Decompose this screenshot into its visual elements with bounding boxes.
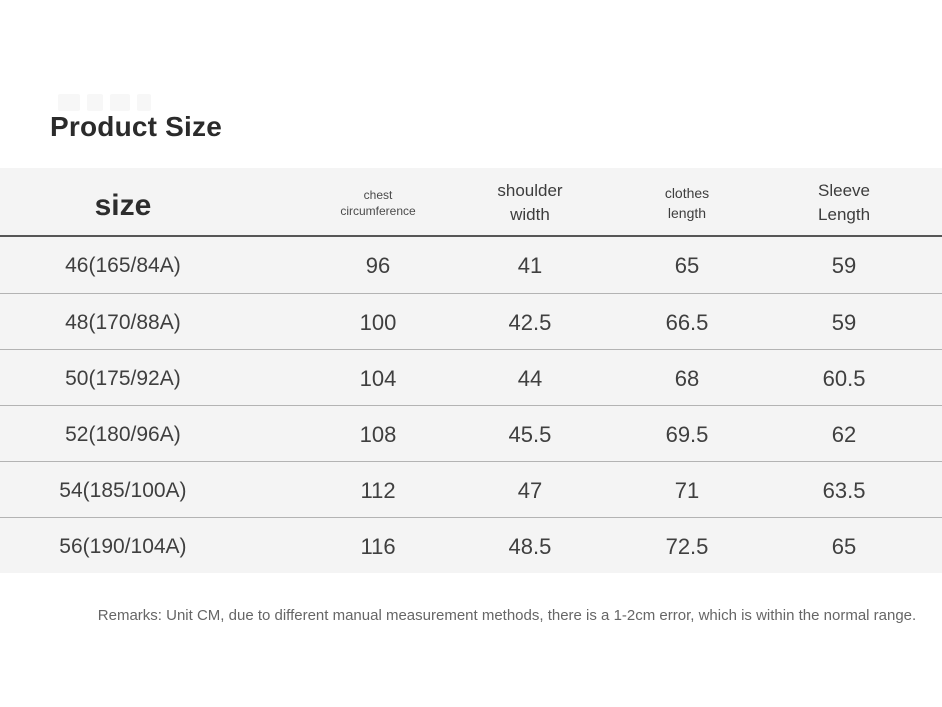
shoulder-value: 48.5 bbox=[508, 533, 552, 559]
size-label: 54(185/100A) bbox=[59, 478, 187, 502]
column-header-shoulder-width: shoulder width bbox=[497, 180, 563, 224]
sleeve-length-value: 60.5 bbox=[822, 365, 866, 391]
size-label: 56(190/104A) bbox=[59, 534, 187, 558]
sleeve-length-value: 59 bbox=[831, 309, 857, 335]
chest-value: 108 bbox=[359, 421, 397, 447]
size-label: 52(180/96A) bbox=[65, 422, 181, 446]
table-row-size-50: 50(175/92A) 104 44 68 60.5 bbox=[0, 349, 942, 405]
chest-value: 112 bbox=[360, 477, 396, 503]
column-header-sleeve-length: Sleeve Length bbox=[818, 180, 871, 224]
sleeve-length-value: 62 bbox=[831, 421, 857, 447]
chest-value: 116 bbox=[360, 533, 396, 559]
column-header-clothes-length: clothes length bbox=[664, 184, 710, 221]
table-row-size-48: 48(170/88A) 100 42.5 66.5 59 bbox=[0, 293, 942, 349]
clothes-length-value: 68 bbox=[674, 365, 700, 391]
size-table: size chest circumference shoulder width … bbox=[0, 168, 942, 573]
shoulder-value: 45.5 bbox=[508, 421, 552, 447]
size-label: 50(175/92A) bbox=[65, 366, 181, 390]
remarks-note: Remarks: Unit CM, due to different manua… bbox=[97, 607, 917, 624]
column-header-size: size bbox=[94, 188, 152, 222]
shoulder-value: 47 bbox=[517, 477, 543, 503]
sleeve-length-value: 59 bbox=[831, 253, 857, 279]
page-title: Product Size bbox=[50, 111, 222, 142]
size-label: 46(165/84A) bbox=[65, 254, 181, 278]
shoulder-value: 42.5 bbox=[508, 309, 552, 335]
sleeve-length-value: 65 bbox=[831, 533, 857, 559]
table-row-size-54: 54(185/100A) 112 47 71 63.5 bbox=[0, 461, 942, 517]
table-row-size-52: 52(180/96A) 108 45.5 69.5 62 bbox=[0, 405, 942, 461]
clothes-length-value: 69.5 bbox=[665, 421, 709, 447]
clothes-length-value: 72.5 bbox=[665, 533, 709, 559]
shoulder-value: 44 bbox=[517, 365, 543, 391]
column-header-chest-circumference: chest circumference bbox=[340, 187, 416, 218]
size-label: 48(170/88A) bbox=[65, 310, 181, 334]
table-row-size-56: 56(190/104A) 116 48.5 72.5 65 bbox=[0, 517, 942, 573]
table-row-size-46: 46(165/84A) 96 41 65 59 bbox=[0, 237, 942, 293]
chest-value: 104 bbox=[359, 365, 397, 391]
clothes-length-value: 65 bbox=[674, 253, 700, 279]
table-header-row: size chest circumference shoulder width … bbox=[0, 168, 942, 237]
clothes-length-value: 71 bbox=[674, 477, 700, 503]
chest-value: 96 bbox=[365, 253, 391, 279]
clothes-length-value: 66.5 bbox=[665, 309, 709, 335]
faint-watermark bbox=[58, 94, 151, 111]
sleeve-length-value: 63.5 bbox=[822, 477, 866, 503]
shoulder-value: 41 bbox=[517, 253, 543, 279]
chest-value: 100 bbox=[359, 309, 397, 335]
